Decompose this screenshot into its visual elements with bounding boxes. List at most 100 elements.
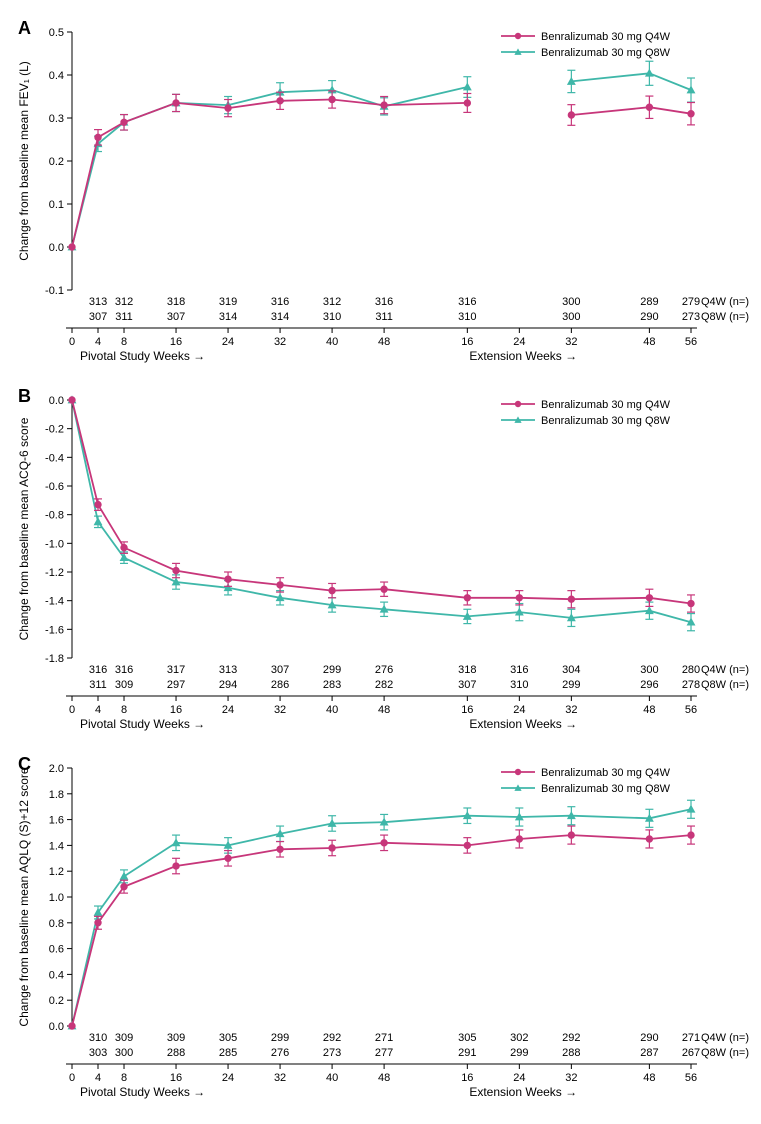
n-q8w: 300 (562, 311, 580, 323)
data-marker (225, 105, 231, 111)
n-q8w: 310 (510, 679, 528, 691)
data-marker (381, 586, 387, 592)
data-marker (381, 840, 387, 846)
data-marker (95, 501, 101, 507)
data-marker (277, 846, 283, 852)
legend-q4w-label: Benralizumab 30 mg Q4W (541, 31, 671, 43)
x-tick-label: 32 (274, 1072, 286, 1084)
chart-panel-B: B-1.8-1.6-1.4-1.2-1.0-0.8-0.6-0.4-0.20.0… (10, 378, 751, 738)
y-tick-label: 0.6 (49, 944, 64, 956)
n-q8w: 288 (562, 1047, 580, 1059)
n-q4w: 316 (271, 296, 289, 308)
panel-C: C0.00.20.40.60.81.01.21.41.61.82.0Change… (10, 746, 761, 1106)
n-q4w: 299 (271, 1032, 289, 1044)
data-marker (225, 576, 231, 582)
n-q4w: 302 (510, 1032, 528, 1044)
y-tick-label: 0.0 (49, 1021, 64, 1033)
n-q4w: 271 (375, 1032, 393, 1044)
data-marker (173, 100, 179, 106)
n-q4w: 305 (458, 1032, 476, 1044)
n-q8w: 307 (89, 311, 107, 323)
n-row-suffix: Q8W (n=) (701, 1047, 749, 1059)
x-tick-label: 48 (643, 1072, 655, 1084)
legend-q4w-marker (515, 769, 521, 775)
n-q8w: 310 (323, 311, 341, 323)
y-tick-label: -0.8 (45, 510, 64, 522)
y-tick-label: -0.1 (45, 285, 64, 297)
n-q4w: 300 (562, 296, 580, 308)
n-q4w: 279 (682, 296, 700, 308)
n-q4w: 313 (219, 664, 237, 676)
x-tick-label: 16 (170, 704, 182, 716)
y-tick-label: -0.6 (45, 481, 64, 493)
series-line (72, 400, 691, 604)
n-row-suffix: Q8W (n=) (701, 311, 749, 323)
data-marker (568, 832, 574, 838)
x-tick-label: 24 (513, 704, 525, 716)
y-tick-label: 0.3 (49, 113, 64, 125)
n-q4w: 300 (640, 664, 658, 676)
x-section-label: Extension Weeks → (469, 717, 577, 731)
series-line (72, 100, 691, 248)
n-q4w: 290 (640, 1032, 658, 1044)
n-q4w: 317 (167, 664, 185, 676)
x-tick-label: 48 (378, 1072, 390, 1084)
data-marker (687, 806, 694, 812)
panel-A: A-0.10.00.10.20.30.40.5Change from basel… (10, 10, 761, 370)
n-q8w: 309 (115, 679, 133, 691)
x-tick-label: 16 (461, 1072, 473, 1084)
x-tick-label: 48 (378, 336, 390, 348)
legend-q4w-marker (515, 33, 521, 39)
y-axis-title: Change from baseline mean FEV₁ (L) (17, 61, 31, 260)
n-q4w: 292 (323, 1032, 341, 1044)
legend-q4w-marker (515, 401, 521, 407)
y-tick-label: -1.6 (45, 624, 64, 636)
n-q8w: 307 (458, 679, 476, 691)
n-q4w: 304 (562, 664, 580, 676)
x-tick-label: 56 (685, 1072, 697, 1084)
data-marker (121, 883, 127, 889)
n-q8w: 286 (271, 679, 289, 691)
legend-q8w-label: Benralizumab 30 mg Q8W (541, 415, 671, 427)
x-tick-label: 32 (565, 1072, 577, 1084)
n-q4w: 319 (219, 296, 237, 308)
x-tick-label: 16 (461, 704, 473, 716)
y-tick-label: 0.0 (49, 242, 64, 254)
panel-B: B-1.8-1.6-1.4-1.2-1.0-0.8-0.6-0.4-0.20.0… (10, 378, 761, 738)
x-section-label: Extension Weeks → (469, 1085, 577, 1099)
x-tick-label: 0 (69, 336, 75, 348)
y-tick-label: 1.0 (49, 892, 64, 904)
data-marker (94, 518, 101, 524)
n-q8w: 299 (510, 1047, 528, 1059)
x-tick-label: 32 (274, 336, 286, 348)
x-tick-label: 16 (170, 336, 182, 348)
n-q4w: 292 (562, 1032, 580, 1044)
data-marker (277, 98, 283, 104)
x-tick-label: 24 (222, 336, 234, 348)
x-tick-label: 40 (326, 704, 338, 716)
y-tick-label: 0.2 (49, 156, 64, 168)
n-q4w: 312 (115, 296, 133, 308)
n-q8w: 311 (115, 311, 133, 323)
chart-panel-A: A-0.10.00.10.20.30.40.5Change from basel… (10, 10, 751, 370)
x-tick-label: 56 (685, 336, 697, 348)
panel-label: B (18, 386, 31, 406)
y-tick-label: -1.2 (45, 567, 64, 579)
legend-q4w-label: Benralizumab 30 mg Q4W (541, 767, 671, 779)
n-row-suffix: Q4W (n=) (701, 664, 749, 676)
x-tick-label: 32 (565, 336, 577, 348)
x-tick-label: 40 (326, 1072, 338, 1084)
y-tick-label: 0.4 (49, 969, 64, 981)
y-tick-label: 1.4 (49, 840, 64, 852)
data-marker (173, 567, 179, 573)
n-q4w: 289 (640, 296, 658, 308)
x-tick-label: 24 (513, 336, 525, 348)
n-q4w: 318 (458, 664, 476, 676)
x-section-label: Extension Weeks → (469, 349, 577, 363)
x-tick-label: 16 (170, 1072, 182, 1084)
x-tick-label: 48 (643, 704, 655, 716)
n-q4w: 316 (510, 664, 528, 676)
n-q4w: 316 (89, 664, 107, 676)
n-q4w: 318 (167, 296, 185, 308)
n-q8w: 276 (271, 1047, 289, 1059)
